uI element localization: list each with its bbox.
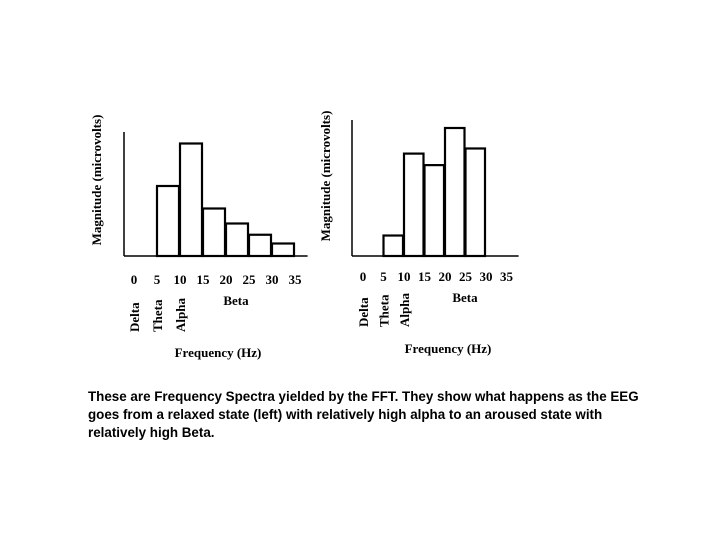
bar	[155, 184, 181, 258]
x-tick-label: 20	[439, 269, 452, 284]
beta-label: Beta	[223, 293, 249, 308]
x-tick-label: 35	[500, 269, 514, 284]
y-axis-title: Magnitude (microvolts)	[89, 115, 104, 246]
x-tick-label: 35	[289, 272, 303, 287]
bar	[201, 207, 227, 258]
x-tick-label: 5	[154, 272, 161, 287]
band-label: Delta	[356, 297, 371, 327]
bar	[402, 152, 425, 258]
bar	[382, 234, 405, 258]
bar	[443, 126, 466, 258]
bar	[464, 147, 487, 258]
x-tick-label: 15	[418, 269, 432, 284]
x-tick-label: 10	[174, 272, 187, 287]
x-tick-label: 30	[266, 272, 279, 287]
band-label: Theta	[150, 299, 165, 332]
bar	[247, 233, 273, 258]
x-tick-label: 0	[131, 272, 138, 287]
band-label: Theta	[377, 294, 392, 327]
x-tick-label: 25	[243, 272, 257, 287]
bar	[178, 142, 204, 258]
bar	[423, 164, 446, 258]
beta-label: Beta	[452, 290, 478, 305]
bar	[270, 242, 296, 258]
band-label: Alpha	[397, 293, 412, 327]
x-tick-label: 5	[380, 269, 387, 284]
x-tick-label: 20	[220, 272, 233, 287]
x-tick-label: 0	[360, 269, 367, 284]
x-axis-title: Frequency (Hz)	[405, 341, 492, 356]
x-tick-label: 10	[398, 269, 411, 284]
x-tick-label: 25	[459, 269, 473, 284]
band-label: Alpha	[173, 298, 188, 332]
bar	[224, 222, 250, 258]
x-tick-label: 15	[197, 272, 211, 287]
x-axis-title: Frequency (Hz)	[175, 345, 262, 360]
y-axis-title: Magnitude (microvolts)	[318, 111, 333, 242]
x-tick-label: 30	[480, 269, 493, 284]
caption-text: These are Frequency Spectra yielded by t…	[88, 389, 639, 440]
band-label: Delta	[127, 302, 142, 332]
